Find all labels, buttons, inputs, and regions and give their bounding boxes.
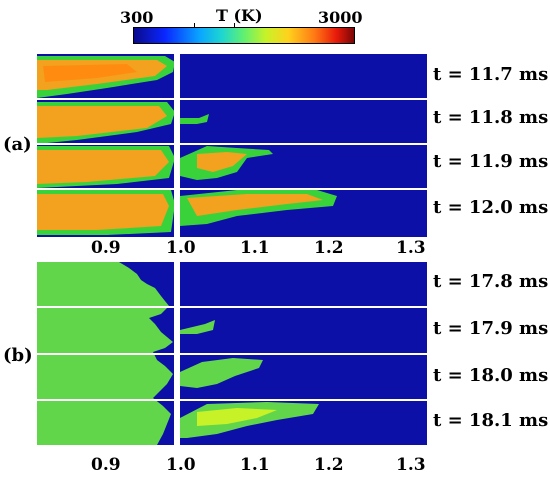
colorbar-max-label: 3000: [318, 8, 363, 27]
panel-b-time-label: t = 18.1 ms: [433, 410, 549, 431]
colorbar-min-label: 300: [120, 8, 154, 27]
panel-a-temperature-field: [37, 54, 427, 237]
panel-a-x-tick: 1.1: [240, 238, 270, 258]
panel-a-time-label: t = 11.8 ms: [433, 107, 549, 128]
flame-zone-hot: [43, 64, 137, 82]
flame-zone-hot: [37, 150, 169, 184]
panel-b-time-label: t = 18.0 ms: [433, 365, 549, 386]
temperature-colorbar: [133, 23, 355, 44]
panel-a-time-label: t = 12.0 ms: [433, 197, 549, 218]
panel-a-time-label: t = 11.9 ms: [433, 151, 549, 172]
panel-b-x-tick: 1.0: [166, 455, 196, 475]
jet-plume-hot: [187, 194, 323, 216]
panel-a-x-tick: 0.9: [91, 238, 121, 258]
wall-divider: [174, 54, 180, 237]
row-separator: [37, 98, 427, 100]
row-separator: [37, 306, 427, 308]
jet-plume-hot: [197, 152, 247, 172]
panel-b-x-tick: 1.1: [240, 455, 270, 475]
panel-a-time-label: t = 11.7 ms: [433, 64, 549, 85]
panel-b-x-tick: 1.3: [396, 455, 426, 475]
jet-plume-hot: [197, 408, 277, 426]
panel-b-x-tick: 1.2: [314, 455, 344, 475]
panel-b-temperature-field: [37, 262, 427, 445]
row-separator: [37, 143, 427, 145]
panel-b-x-tick: 0.9: [91, 455, 121, 475]
colorbar-title: T (K): [216, 6, 263, 25]
row-separator: [37, 188, 427, 190]
panel-a-x-tick: 1.2: [314, 238, 344, 258]
panel-b-time-label: t = 17.8 ms: [433, 271, 549, 292]
flame-zone-hot: [37, 106, 167, 138]
row-separator: [37, 399, 427, 401]
panel-a-x-tick: 1.3: [396, 238, 426, 258]
panel-a-tag: (a): [3, 134, 32, 155]
jet-tongue: [180, 114, 209, 124]
jet-plume: [180, 358, 263, 388]
panel-b-time-label: t = 17.9 ms: [433, 318, 549, 339]
jet-tongue: [180, 320, 215, 334]
row-separator: [37, 353, 427, 355]
flame-zone-hot: [37, 194, 169, 230]
panel-a-flame-svg: [37, 56, 337, 235]
colorbar-tick: [234, 23, 235, 28]
panel-a-x-tick: 1.0: [166, 238, 196, 258]
colorbar-tick: [194, 23, 195, 28]
panel-b-tag: (b): [3, 345, 33, 366]
wall-divider: [174, 262, 180, 445]
